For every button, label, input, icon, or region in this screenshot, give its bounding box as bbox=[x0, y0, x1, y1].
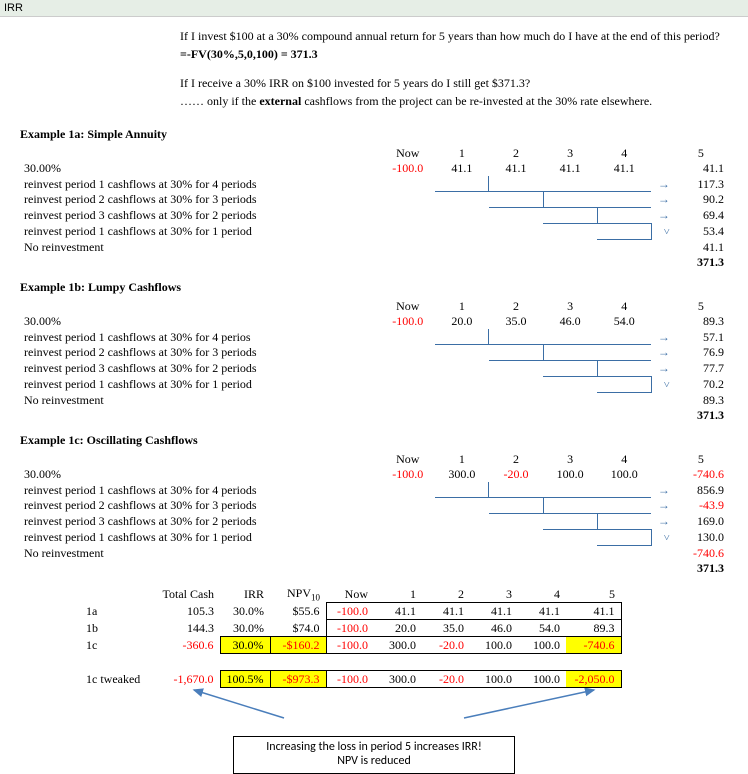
note-box: Increasing the loss in period 5 increase… bbox=[233, 736, 515, 774]
summary-table: Total Cash IRR NPV10 Now 1 2 3 4 5 1a 10… bbox=[80, 586, 622, 688]
window-title: IRR bbox=[4, 2, 23, 14]
intro-line1: If I invest $100 at a 30% compound annua… bbox=[180, 29, 728, 45]
note-line2: NPV is reduced bbox=[244, 755, 504, 769]
ex1b-title: Example 1b: Lumpy Cashflows bbox=[20, 280, 728, 295]
summary-row-1c: 1c -360.6 30.0% -$160.2 -100.0 300.0 -20… bbox=[80, 637, 621, 654]
note-line1: Increasing the loss in period 5 increase… bbox=[244, 741, 504, 755]
summary-row-1b: 1b 144.3 30.0% $74.0 -100.0 20.0 35.0 46… bbox=[80, 620, 621, 637]
ex1a-header-row: Now 1 2 3 4 5 bbox=[20, 146, 728, 161]
ex1c-table: Now 1 2 3 4 5 30.00% -100.0 300.0 -20.0 … bbox=[20, 452, 728, 576]
intro-line2: If I receive a 30% IRR on $100 invested … bbox=[180, 76, 728, 92]
ex1a-title: Example 1a: Simple Annuity bbox=[20, 127, 728, 142]
window-title-bar: IRR bbox=[0, 0, 748, 17]
ex1b-table: Now 1 2 3 4 5 30.00% -100.0 20.0 35.0 46… bbox=[20, 299, 728, 423]
summary-row-1a: 1a 105.3 30.0% $55.6 -100.0 41.1 41.1 41… bbox=[80, 603, 621, 620]
document-body: If I invest $100 at a 30% compound annua… bbox=[0, 17, 748, 774]
intro-block: If I invest $100 at a 30% compound annua… bbox=[180, 29, 728, 109]
note-arrows bbox=[134, 688, 614, 722]
summary-header: Total Cash IRR NPV10 Now 1 2 3 4 5 bbox=[80, 586, 621, 603]
ex1c-title: Example 1c: Oscillating Cashflows bbox=[20, 433, 728, 448]
ex1a-table: Now 1 2 3 4 5 30.00% -100.0 41.1 41.1 41… bbox=[20, 146, 728, 270]
summary-row-tweaked: 1c tweaked -1,670.0 100.5% -$973.3 -100.… bbox=[80, 671, 621, 688]
intro-formula: =-FV(30%,5,0,100) = 371.3 bbox=[180, 47, 728, 63]
intro-line3: …… only if the external cashflows from t… bbox=[180, 94, 728, 110]
